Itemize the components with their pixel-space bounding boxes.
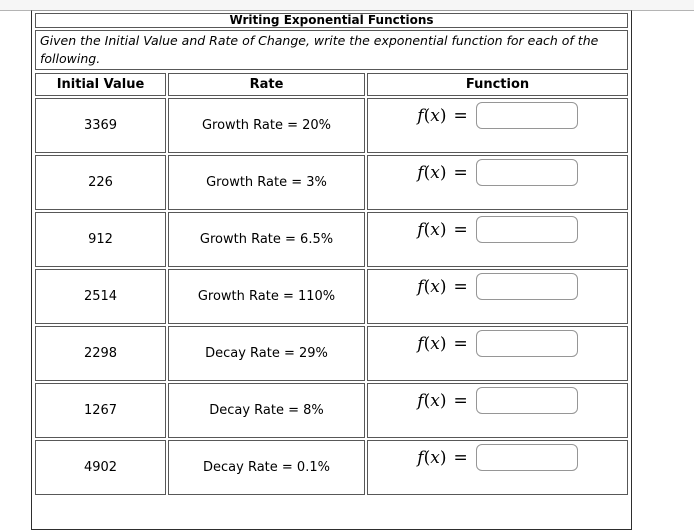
function-label: f ( x ) = <box>417 444 578 471</box>
initial-value-text: 4902 <box>83 460 118 475</box>
worksheet-title: Writing Exponential Functions <box>35 13 628 28</box>
math-open-paren: ( <box>423 276 431 297</box>
function-cell: f ( x ) = <box>367 155 628 210</box>
math-open-paren: ( <box>423 390 431 411</box>
worksheet-frame: Writing Exponential Functions Given the … <box>31 10 632 530</box>
math-open-paren: ( <box>423 105 431 126</box>
initial-value-cell: 226 <box>35 155 166 210</box>
rate-cell: Growth Rate = 3% <box>168 155 365 210</box>
column-header-rate: Rate <box>168 73 365 96</box>
math-f: f <box>417 333 424 354</box>
initial-value-cell: 4902 <box>35 440 166 495</box>
math-equals: = <box>453 447 468 468</box>
math-f: f <box>417 219 424 240</box>
initial-value-cell: 1267 <box>35 383 166 438</box>
math-var-x: x <box>430 219 440 240</box>
function-cell: f ( x ) = <box>367 383 628 438</box>
function-cell: f ( x ) = <box>367 269 628 324</box>
math-close-paren: ) <box>439 333 447 354</box>
rate-cell: Growth Rate = 6.5% <box>168 212 365 267</box>
math-equals: = <box>453 219 468 240</box>
rate-cell: Decay Rate = 29% <box>168 326 365 381</box>
rate-cell: Growth Rate = 20% <box>168 98 365 153</box>
math-f: f <box>417 276 424 297</box>
math-close-paren: ) <box>439 447 447 468</box>
function-input[interactable] <box>475 387 578 414</box>
math-equals: = <box>453 333 468 354</box>
initial-value-text: 2514 <box>83 289 118 304</box>
function-input[interactable] <box>475 273 578 300</box>
rate-text: Decay Rate = 29% <box>205 346 328 361</box>
math-var-x: x <box>430 162 440 183</box>
rate-text: Decay Rate = 0.1% <box>203 460 330 475</box>
math-f: f <box>417 447 424 468</box>
math-var-x: x <box>430 447 440 468</box>
rate-cell: Growth Rate = 110% <box>168 269 365 324</box>
math-close-paren: ) <box>439 105 447 126</box>
function-input[interactable] <box>475 444 578 471</box>
math-close-paren: ) <box>439 162 447 183</box>
function-cell: f ( x ) = <box>367 212 628 267</box>
math-var-x: x <box>430 276 440 297</box>
math-equals: = <box>453 276 468 297</box>
math-var-x: x <box>430 390 440 411</box>
function-input[interactable] <box>475 330 578 357</box>
math-equals: = <box>453 162 468 183</box>
initial-value-text: 226 <box>88 175 113 190</box>
function-input[interactable] <box>475 216 578 243</box>
function-label: f ( x ) = <box>417 159 578 186</box>
function-input[interactable] <box>475 159 578 186</box>
initial-value-text: 912 <box>88 232 113 247</box>
math-open-paren: ( <box>423 162 431 183</box>
worksheet-table: Initial Value Rate Function 3369 Growth … <box>35 73 628 495</box>
function-label: f ( x ) = <box>417 273 578 300</box>
math-close-paren: ) <box>439 390 447 411</box>
function-label: f ( x ) = <box>417 330 578 357</box>
initial-value-text: 2298 <box>83 346 118 361</box>
rate-cell: Decay Rate = 8% <box>168 383 365 438</box>
function-label: f ( x ) = <box>417 102 578 129</box>
math-var-x: x <box>430 105 440 126</box>
math-f: f <box>417 162 424 183</box>
worksheet-instructions: Given the Initial Value and Rate of Chan… <box>35 30 628 70</box>
rate-cell: Decay Rate = 0.1% <box>168 440 365 495</box>
math-close-paren: ) <box>439 276 447 297</box>
function-label: f ( x ) = <box>417 387 578 414</box>
math-f: f <box>417 390 424 411</box>
math-open-paren: ( <box>423 219 431 240</box>
math-open-paren: ( <box>423 447 431 468</box>
math-var-x: x <box>430 333 440 354</box>
initial-value-cell: 912 <box>35 212 166 267</box>
function-input[interactable] <box>475 102 578 129</box>
column-header-function: Function <box>367 73 628 96</box>
initial-value-cell: 2514 <box>35 269 166 324</box>
rate-text: Growth Rate = 6.5% <box>199 232 334 247</box>
column-header-initial-value: Initial Value <box>35 73 166 96</box>
initial-value-cell: 3369 <box>35 98 166 153</box>
rate-text: Growth Rate = 110% <box>197 289 336 304</box>
rate-text: Growth Rate = 3% <box>206 175 327 190</box>
function-label: f ( x ) = <box>417 216 578 243</box>
math-close-paren: ) <box>439 219 447 240</box>
rate-text: Decay Rate = 8% <box>209 403 324 418</box>
math-equals: = <box>453 390 468 411</box>
initial-value-text: 3369 <box>83 118 118 133</box>
initial-value-text: 1267 <box>83 403 118 418</box>
function-cell: f ( x ) = <box>367 326 628 381</box>
function-cell: f ( x ) = <box>367 440 628 495</box>
math-equals: = <box>453 105 468 126</box>
initial-value-cell: 2298 <box>35 326 166 381</box>
rate-text: Growth Rate = 20% <box>201 118 332 133</box>
math-f: f <box>417 105 424 126</box>
function-cell: f ( x ) = <box>367 98 628 153</box>
math-open-paren: ( <box>423 333 431 354</box>
